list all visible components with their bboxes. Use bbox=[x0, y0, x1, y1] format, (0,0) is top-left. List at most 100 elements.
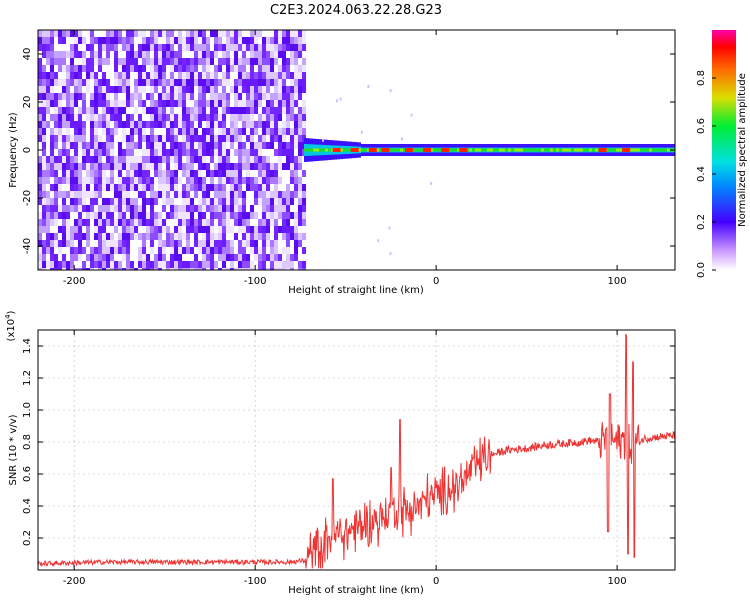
heatmap-cell bbox=[174, 93, 178, 100]
heatmap-cell bbox=[166, 44, 170, 51]
heatmap-cell bbox=[106, 51, 110, 58]
heatmap-cell bbox=[82, 135, 86, 142]
heatmap-cell bbox=[230, 121, 234, 128]
heatmap-cell bbox=[254, 163, 258, 170]
heatmap-cell bbox=[242, 177, 246, 184]
heatmap-cell bbox=[358, 148, 362, 152]
heatmap-cell bbox=[78, 219, 82, 226]
heatmap-cell bbox=[222, 247, 226, 254]
heatmap-cell bbox=[46, 240, 50, 247]
heatmap-cell bbox=[274, 261, 278, 268]
top-y-tick-label: -40 bbox=[22, 238, 33, 254]
heatmap-cell bbox=[254, 226, 258, 233]
heatmap-cell bbox=[158, 121, 162, 128]
heatmap-cell bbox=[266, 254, 270, 261]
heatmap-cell bbox=[610, 148, 614, 152]
heatmap-cell bbox=[46, 51, 50, 58]
heatmap-cell bbox=[46, 121, 50, 128]
heatmap-cell bbox=[258, 261, 262, 268]
heatmap-cell bbox=[154, 121, 158, 128]
heatmap-cell bbox=[58, 247, 62, 254]
heatmap-cell bbox=[286, 149, 290, 156]
heatmap-cell bbox=[222, 233, 226, 240]
heatmap-cell bbox=[78, 107, 82, 114]
heatmap-cell bbox=[298, 233, 302, 240]
top-x-axis-ticks: -200 -100 0 100 bbox=[63, 30, 627, 287]
heatmap-cell bbox=[110, 247, 114, 254]
heatmap-cell bbox=[86, 170, 90, 177]
heatmap-cell bbox=[86, 142, 90, 149]
heatmap-cell bbox=[166, 114, 170, 121]
svg-text:(x104): (x104) bbox=[4, 310, 17, 341]
heatmap-cell bbox=[130, 261, 134, 268]
heatmap-cell bbox=[270, 58, 274, 65]
heatmap-cell bbox=[166, 240, 170, 247]
heatmap-cell bbox=[218, 163, 222, 170]
heatmap-cell bbox=[218, 79, 222, 86]
heatmap-cell bbox=[258, 86, 262, 93]
heatmap-cell bbox=[90, 93, 94, 100]
heatmap-cell bbox=[166, 30, 170, 37]
heatmap-cell bbox=[218, 198, 222, 205]
heatmap-cell bbox=[332, 148, 341, 152]
heatmap-cell bbox=[270, 107, 274, 114]
heatmap-cell bbox=[520, 148, 524, 152]
heatmap-cell bbox=[254, 142, 258, 149]
heatmap-cell bbox=[114, 58, 118, 65]
heatmap-cell bbox=[178, 30, 182, 37]
heatmap-cell bbox=[122, 135, 126, 142]
heatmap-cell bbox=[278, 107, 282, 114]
heatmap-cell bbox=[550, 148, 554, 152]
heatmap-cell bbox=[274, 170, 278, 177]
heatmap-cell bbox=[90, 107, 94, 114]
heatmap-cell bbox=[130, 212, 134, 219]
heatmap-cell bbox=[553, 148, 557, 152]
heatmap-cell bbox=[206, 149, 210, 156]
heatmap-cell bbox=[298, 114, 302, 121]
heatmap-cell bbox=[294, 93, 298, 100]
heatmap-cell bbox=[82, 268, 86, 270]
heatmap-cell bbox=[146, 58, 150, 65]
heatmap-cell bbox=[154, 142, 158, 149]
heatmap-cell bbox=[54, 233, 58, 240]
heatmap-cell bbox=[142, 72, 146, 79]
heatmap-cell bbox=[58, 37, 62, 44]
heatmap-cell bbox=[130, 142, 134, 149]
heatmap-cell bbox=[98, 114, 102, 121]
heatmap-cell bbox=[278, 198, 282, 205]
heatmap-cell bbox=[170, 100, 174, 107]
heatmap-cell bbox=[102, 100, 106, 107]
heatmap-cell bbox=[246, 100, 250, 107]
colorbar-tick-label: 0.4 bbox=[696, 166, 707, 182]
heatmap-cell bbox=[206, 170, 210, 177]
heatmap-cell bbox=[448, 148, 452, 152]
heatmap-cell bbox=[166, 261, 170, 268]
heatmap-cell bbox=[198, 184, 202, 191]
heatmap-cell bbox=[186, 156, 190, 163]
heatmap-cell bbox=[226, 79, 230, 86]
heatmap-cell bbox=[242, 156, 246, 163]
heatmap-cell bbox=[250, 135, 254, 142]
heatmap-cell bbox=[286, 219, 290, 226]
heatmap-cell bbox=[619, 148, 623, 152]
heatmap-cell bbox=[190, 163, 194, 170]
heatmap-cell bbox=[210, 261, 214, 268]
heatmap-cell bbox=[46, 261, 50, 268]
heatmap-cell bbox=[66, 212, 70, 219]
heatmap-cell bbox=[154, 219, 158, 226]
heatmap-cell bbox=[94, 79, 98, 86]
heatmap-cell bbox=[230, 86, 234, 93]
heatmap-cell bbox=[114, 247, 118, 254]
heatmap-cell bbox=[214, 261, 218, 268]
heatmap-cell bbox=[286, 226, 290, 233]
heatmap-cell bbox=[412, 148, 416, 152]
heatmap-cell bbox=[62, 142, 66, 149]
heatmap-cell bbox=[298, 93, 302, 100]
heatmap-cell bbox=[150, 114, 154, 121]
heatmap-cell bbox=[294, 233, 298, 240]
heatmap-cell bbox=[198, 58, 202, 65]
heatmap-cell bbox=[234, 191, 238, 198]
heatmap-cell bbox=[242, 121, 246, 128]
heatmap-cell bbox=[106, 93, 110, 100]
heatmap-cell bbox=[166, 226, 170, 233]
